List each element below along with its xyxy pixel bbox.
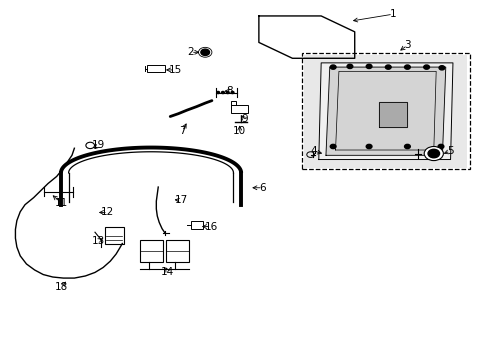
Text: 16: 16 <box>204 221 217 231</box>
Text: 9: 9 <box>241 114 247 124</box>
Circle shape <box>221 91 224 94</box>
Circle shape <box>423 65 428 69</box>
Text: 2: 2 <box>187 47 194 57</box>
Bar <box>231 101 235 105</box>
Circle shape <box>385 65 390 69</box>
Bar <box>165 240 188 262</box>
Circle shape <box>404 144 409 149</box>
Text: 10: 10 <box>233 126 246 136</box>
Bar <box>304 55 467 168</box>
Text: 17: 17 <box>174 195 187 206</box>
Circle shape <box>346 64 352 68</box>
Text: 4: 4 <box>310 146 317 156</box>
Bar <box>190 221 203 229</box>
Text: 1: 1 <box>389 9 396 19</box>
Polygon shape <box>325 67 445 155</box>
Circle shape <box>423 147 443 161</box>
Text: 13: 13 <box>92 236 105 246</box>
Circle shape <box>329 144 335 149</box>
Circle shape <box>201 49 209 55</box>
Circle shape <box>404 65 409 69</box>
Polygon shape <box>378 102 407 127</box>
Text: 3: 3 <box>403 40 410 50</box>
Text: 8: 8 <box>225 86 232 96</box>
Circle shape <box>366 64 371 68</box>
Text: 6: 6 <box>259 183 265 193</box>
Circle shape <box>366 144 371 149</box>
Polygon shape <box>318 63 452 159</box>
Bar <box>231 105 247 113</box>
Text: 12: 12 <box>101 207 114 217</box>
Circle shape <box>438 66 444 70</box>
Circle shape <box>427 149 439 158</box>
Text: 15: 15 <box>168 65 181 75</box>
Text: 11: 11 <box>55 198 68 208</box>
Text: 18: 18 <box>55 282 68 292</box>
Bar <box>140 240 163 262</box>
Circle shape <box>226 91 229 94</box>
Text: 14: 14 <box>161 267 174 277</box>
Circle shape <box>329 65 335 69</box>
Circle shape <box>231 91 233 94</box>
Text: 19: 19 <box>92 140 105 150</box>
Text: 5: 5 <box>447 146 453 156</box>
Bar <box>302 53 469 170</box>
Bar <box>104 226 123 244</box>
Circle shape <box>437 144 443 149</box>
Circle shape <box>216 91 219 94</box>
Text: 7: 7 <box>179 126 185 136</box>
